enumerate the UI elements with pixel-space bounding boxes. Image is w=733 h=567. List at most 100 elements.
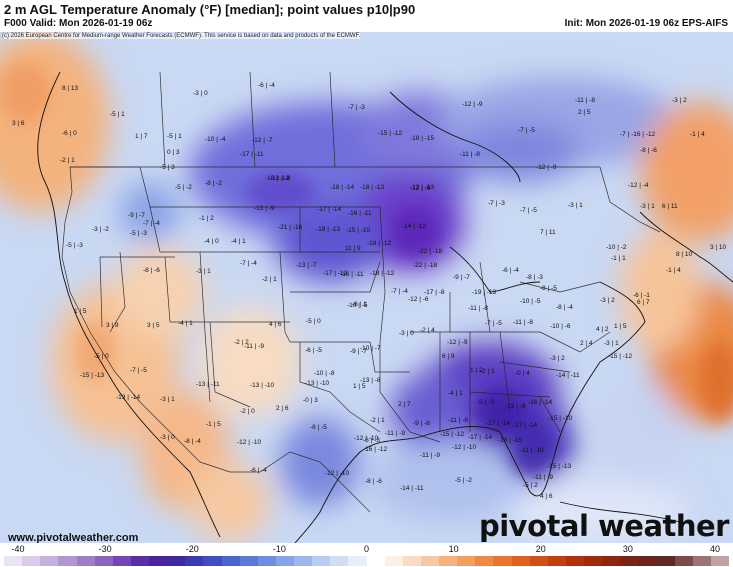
- point-value-label: 2 | 4: [580, 340, 593, 347]
- point-value-label: 3 | 5: [147, 322, 160, 329]
- point-value-label: -12 | -4: [628, 182, 649, 189]
- point-value-label: -2 | 1: [480, 368, 495, 375]
- point-value-label: -8 | -4: [556, 304, 573, 311]
- point-value-label: -5 | 2: [523, 482, 538, 489]
- point-value-label: -18 | -13: [360, 184, 384, 191]
- point-value-label: 7 | 11: [540, 229, 556, 236]
- point-value-label: -8 | -6: [143, 267, 160, 274]
- colorbar-swatch: [58, 556, 77, 566]
- point-value-label: -8 | -5: [540, 285, 557, 292]
- point-value-label: -13 | -9: [254, 205, 275, 212]
- point-value-label: -13 | -7: [296, 262, 317, 269]
- point-value-label: -8 | -2: [205, 180, 222, 187]
- point-value-label: -17 | -12: [323, 270, 347, 277]
- point-value-label: -15 | -12: [440, 431, 464, 438]
- colorbar-swatch: [167, 556, 186, 566]
- point-value-label: -11 | -8: [448, 417, 468, 424]
- point-value-label: -6 | 1: [352, 301, 367, 308]
- point-value-label: 1 | 2: [470, 367, 483, 374]
- point-value-label: 1 | 7: [135, 133, 148, 140]
- point-value-label: 4 | 2: [596, 326, 609, 333]
- point-value-label: -3 | 2: [672, 97, 687, 104]
- colorbar-swatch: [203, 556, 222, 566]
- point-value-label: -5 | -3: [66, 242, 83, 249]
- point-value-label: -5 | -3: [477, 399, 494, 406]
- colorbar-swatch: [149, 556, 168, 566]
- point-value-label: -5 | 0: [306, 318, 321, 325]
- point-value-label: -3 | 1: [568, 202, 583, 209]
- coastlines: [37, 71, 733, 543]
- point-value-label: -11 | -8: [575, 97, 595, 104]
- colorbar-swatch: [493, 556, 512, 566]
- point-value-label: -7 | -16 | -12: [620, 131, 656, 138]
- colorbar-swatch: [457, 556, 476, 566]
- point-value-label: -2 | 0: [240, 408, 255, 415]
- point-value-label: -12 | -10: [325, 470, 349, 477]
- point-value-label: -0 | 4: [515, 370, 530, 377]
- point-value-label: -2 | 1: [262, 276, 277, 283]
- point-value-label: 2 | 7: [398, 401, 411, 408]
- colorbar-swatch: [692, 556, 711, 566]
- point-value-label: -12 | -7: [252, 137, 273, 144]
- colorbar-swatch: [620, 556, 639, 566]
- point-value-label: -6 | -4: [250, 467, 267, 474]
- point-value-label: -1 | 1: [611, 255, 626, 262]
- point-value-label: -3 | 1: [640, 203, 655, 210]
- colorbar-swatch: [602, 556, 621, 566]
- point-value-label: -15 | -12: [608, 353, 632, 360]
- colorbar-swatch: [221, 556, 240, 566]
- point-value-label: -11 | -8: [468, 305, 488, 312]
- point-value-label: -3 | 0: [193, 90, 208, 97]
- point-value-label: -5 | -3: [130, 230, 147, 237]
- point-value-label: -15 | -13: [547, 463, 571, 470]
- init-time: Init: Mon 2026-01-19 06z EPS-AIFS: [564, 18, 728, 29]
- site-url[interactable]: www.pivotalweather.com: [8, 532, 139, 543]
- colorbar-swatch: [710, 556, 729, 566]
- point-value-label: -10 | -4: [205, 136, 226, 143]
- point-value-label: -14 | -12: [402, 223, 426, 230]
- point-value-label: -11 | -9: [533, 474, 553, 481]
- point-value-label: -7 | -5: [485, 320, 502, 327]
- point-value-label: -4 | 1: [231, 238, 246, 245]
- point-value-label: -11 | -10: [520, 447, 544, 454]
- point-value-label: -13 | -8: [505, 403, 526, 410]
- point-value-label: -2 | 4: [420, 327, 435, 334]
- point-value-label: -7 | -4: [143, 220, 160, 227]
- point-value-label: 6 | 11: [662, 203, 678, 210]
- point-value-label: -15 | -10: [346, 227, 370, 234]
- point-value-label: -6 | -4: [258, 82, 275, 89]
- point-value-label: -8 | -4: [184, 438, 201, 445]
- point-value-label: -7 | -5: [520, 207, 537, 214]
- point-value-label: -7 | -5: [518, 127, 535, 134]
- point-value-label: -11 | -8: [513, 319, 533, 326]
- colorbar-swatch: [239, 556, 258, 566]
- colorbar-tick-label: 10: [448, 544, 459, 554]
- point-value-label: 3 | 9: [106, 322, 119, 329]
- point-value-label: 8 | 10: [676, 251, 693, 258]
- point-value-label: -12 | -9: [410, 185, 431, 192]
- point-value-label: -19 | -13: [472, 289, 496, 296]
- point-value-label: -8 | -6: [640, 147, 657, 154]
- colorbar-ticks: -40 -30 -20 -10 0 10 20 30 40: [0, 543, 733, 555]
- point-value-label: -22 | -18: [418, 248, 442, 255]
- point-value-label: 0 | 3: [167, 149, 180, 156]
- anomaly-map[interactable]: 8 | 13 3 | 6 -6 | 0 -5 | 1 -3 | 0 -6 | -4 -7 |…: [0, 32, 733, 543]
- point-value-label: -1 | 5: [206, 421, 221, 428]
- colorbar-swatch: [584, 556, 603, 566]
- point-value-label: -18 | -12: [370, 270, 394, 277]
- point-value-label: -6 | 0: [62, 130, 77, 137]
- colorbar-swatch: [275, 556, 294, 566]
- point-value-label: -13 | -11: [196, 381, 220, 388]
- colorbar-swatch: [366, 556, 385, 566]
- point-value-label: -12 | -6: [408, 296, 429, 303]
- point-value-label: -10 | -8: [314, 370, 335, 377]
- point-value-label: -2 | 1: [370, 417, 385, 424]
- point-value-label: -16 | -12: [363, 446, 387, 453]
- colorbar-swatch: [294, 556, 313, 566]
- point-value-label: -7 | -3: [488, 200, 505, 207]
- point-value-label: 11 | 9: [345, 245, 361, 252]
- point-value-label: -8 | -5: [310, 424, 327, 431]
- point-value-label: -13 | -8: [360, 377, 381, 384]
- point-value-label: -12 | -10: [237, 439, 261, 446]
- point-value-label: -3 | 2: [550, 355, 565, 362]
